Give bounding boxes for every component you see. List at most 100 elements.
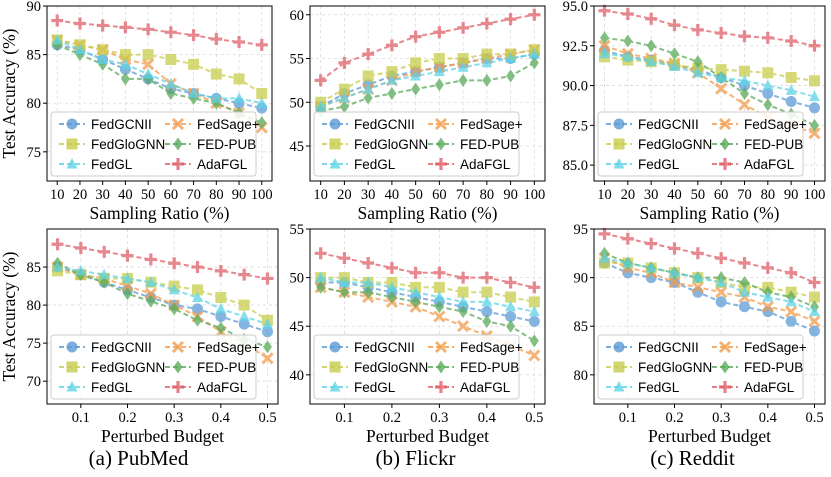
x-tick-label: 40	[667, 187, 682, 203]
x-tick-label: 100	[523, 187, 545, 203]
x-tick-label: 30	[95, 187, 110, 203]
legend-box	[50, 334, 257, 400]
legend-marker-group	[66, 138, 78, 150]
legend-marker	[718, 340, 732, 354]
legend-label: FedGloGNN	[91, 137, 165, 152]
point-fed-pub	[506, 319, 516, 333]
point-adafgl	[409, 266, 422, 279]
point-fedgl	[692, 66, 704, 78]
legend-box	[313, 111, 520, 177]
point-fedgl	[599, 252, 610, 263]
point-fedgl	[433, 291, 445, 302]
point-fedgl	[410, 286, 422, 297]
legend-entry-fedgcnii: FedGCNII	[322, 340, 415, 355]
x-tick-label: 80	[480, 187, 495, 203]
legend-entry-adafgl: AdaFGL	[712, 157, 795, 172]
point-fedglognn	[256, 88, 268, 99]
point-adafgl	[457, 271, 470, 284]
x-tick-label: 0.2	[118, 410, 136, 426]
point-adafgl	[238, 268, 251, 281]
legend-entry-fedgl: FedGL	[322, 157, 396, 172]
point-adafgl	[168, 257, 181, 270]
point-adafgl	[598, 4, 611, 17]
line-fed-pub	[57, 262, 268, 348]
point-adafgl	[142, 23, 155, 36]
point-fedsage	[715, 286, 728, 299]
line-adafgl	[320, 252, 535, 289]
line-adafgl	[57, 243, 268, 280]
x-axis-label: Perturbed Budget	[648, 426, 771, 446]
point-adafgl	[314, 74, 327, 87]
point-fed-pub	[363, 91, 373, 105]
series-fed-pub	[316, 56, 539, 118]
point-adafgl	[621, 7, 634, 20]
point-adafgl	[261, 272, 274, 285]
point-fedgl	[739, 286, 750, 297]
line-fedsage	[604, 257, 815, 323]
point-adafgl	[362, 257, 375, 270]
point-fedglognn	[142, 49, 154, 61]
legend-label: FedSage+	[460, 340, 523, 355]
point-fedglognn	[809, 75, 820, 87]
point-fedglognn	[238, 299, 250, 311]
point-fedgl	[785, 84, 797, 95]
line-fedgcnii	[604, 49, 815, 109]
point-adafgl	[715, 252, 728, 265]
legend-marker-group	[171, 340, 185, 354]
legend-box	[597, 334, 804, 400]
point-fedgl	[505, 300, 517, 312]
chart-pubmed-budget: 0.1 0.2 0.3 0.4 0.5 70 75 80 85 Perturbed Budget T…	[0, 228, 279, 446]
point-fedgl	[645, 261, 657, 273]
y-tick-label: 87.5	[563, 118, 588, 134]
point-fedgl	[75, 264, 87, 276]
x-tick-label: 0.4	[212, 410, 231, 426]
point-adafgl	[362, 48, 375, 61]
point-adafgl	[409, 30, 422, 43]
y-tick-label: 85	[27, 48, 42, 64]
legend-marker	[66, 138, 78, 150]
legend-marker	[172, 158, 184, 170]
series-adafgl	[314, 247, 541, 294]
legend-marker	[66, 158, 78, 169]
legend-entry-fedgcnii: FedGCNII	[59, 340, 152, 355]
legend-marker	[434, 340, 448, 354]
y-tick-label: 85	[574, 319, 589, 335]
legend-entry-adafgl: AdaFGL	[712, 380, 795, 395]
point-adafgl	[98, 245, 111, 258]
line-fedgl	[320, 53, 535, 108]
legend-entry-fedsage: FedSage+	[165, 117, 260, 132]
point-fedglognn	[362, 70, 374, 82]
legend-entry-fed-pub: FED-PUB	[428, 360, 519, 375]
legend-label: AdaFGL	[744, 157, 795, 172]
line-fedsage	[320, 48, 535, 108]
line-fed-pub	[604, 252, 815, 308]
x-tick-label: 10	[50, 187, 65, 203]
point-fed-pub	[482, 314, 492, 328]
point-adafgl	[96, 19, 109, 32]
legend-entry-adafgl: AdaFGL	[165, 157, 248, 172]
point-fed-pub	[529, 334, 539, 348]
legend-marker	[435, 158, 447, 170]
x-tick-label: 20	[621, 187, 636, 203]
x-tick-label: 0.3	[712, 410, 730, 426]
point-adafgl	[187, 29, 200, 42]
point-adafgl	[808, 39, 821, 52]
series-fedgl	[51, 34, 268, 108]
legend-marker	[329, 381, 341, 392]
legend-marker	[329, 361, 341, 373]
x-tick-label: 0.1	[72, 410, 90, 426]
point-fedgl	[233, 92, 245, 103]
legend: FedGCNII FedSage+ FedGloGNN FED-PUB FedGL Ada…	[313, 111, 523, 177]
point-fedgl	[52, 261, 63, 272]
legend-marker	[613, 361, 625, 373]
x-tick-label: 0.1	[619, 410, 637, 426]
point-fedglognn	[481, 286, 493, 298]
point-fed-pub	[339, 100, 349, 114]
legend-label: FedSage+	[197, 117, 260, 132]
line-fedgl	[56, 39, 263, 105]
line-fedgcnii	[320, 53, 535, 108]
caption-pubmed: (a) PubMed	[88, 446, 189, 470]
point-adafgl	[119, 21, 132, 34]
legend-marker	[613, 118, 625, 130]
point-adafgl	[645, 12, 658, 25]
